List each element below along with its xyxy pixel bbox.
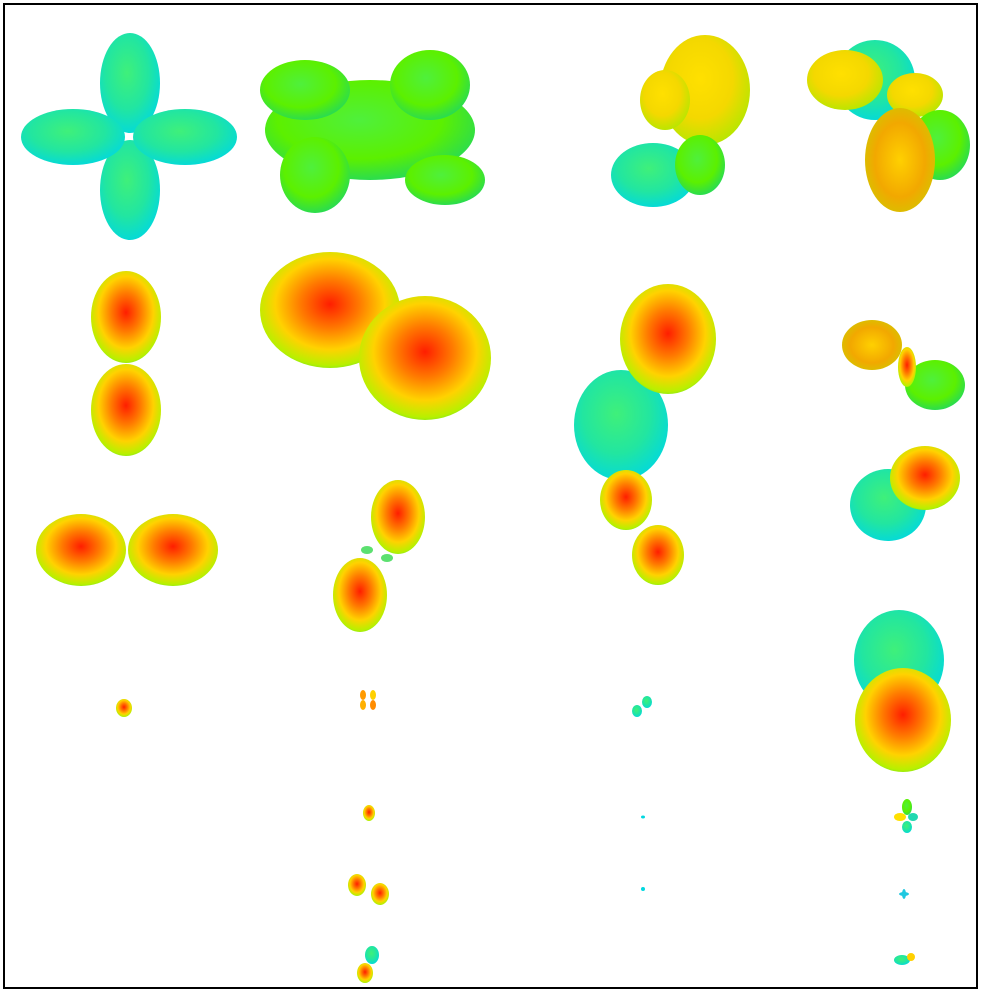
glyph-r5c4: [894, 799, 918, 833]
glyph-r1c2: [260, 50, 485, 213]
glyph-r3c1: [36, 514, 218, 586]
glyph-r3c2: [333, 480, 425, 632]
glyph-r6c3: [641, 887, 645, 891]
glyph-r4c1: [116, 699, 132, 717]
glyph-r5c3: [641, 815, 645, 819]
glyph-r6c2: [348, 874, 389, 905]
glyph-r1c3: [611, 35, 750, 207]
glyph-r3c3: [600, 470, 684, 585]
glyph-r2c3: [574, 284, 716, 480]
glyph-r7c2: [357, 946, 379, 983]
glyph-r4c4: [854, 610, 951, 772]
glyph-r7c4: [894, 953, 915, 965]
glyph-r1c1: [21, 33, 237, 240]
glyph-field: [21, 33, 970, 983]
glyph-r2c2: [260, 252, 491, 420]
glyph-r2c4: [842, 320, 965, 410]
figure-frame: [3, 3, 978, 989]
glyph-r4c2: [360, 690, 376, 710]
glyph-r2c1: [91, 271, 161, 456]
glyph-r4c3: [632, 696, 652, 717]
glyph-r1c4: [807, 40, 970, 212]
glyph-r5c2: [363, 805, 375, 821]
glyph-r6c4: [899, 889, 909, 899]
glyph-r3c4: [850, 446, 960, 541]
